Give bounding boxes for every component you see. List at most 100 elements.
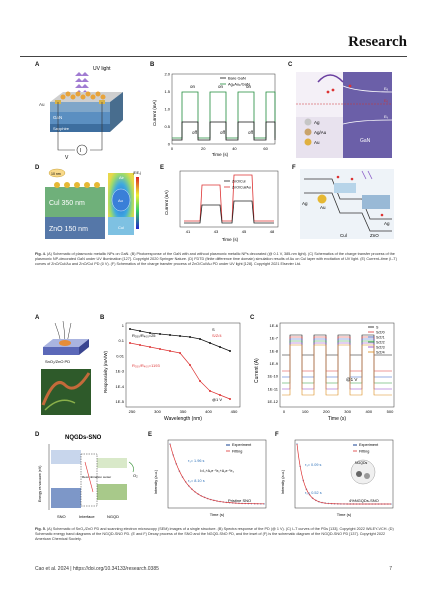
y-tick: 1E-11 (268, 386, 279, 391)
point-s (219, 346, 221, 348)
fig5a-device: SnO₂/ZnO PD (45, 359, 70, 364)
point-s (199, 338, 201, 340)
y-tick: 0.01 (116, 353, 125, 358)
panel-label: B (150, 62, 155, 68)
fig5d-o2: O₂ (133, 473, 138, 478)
y-tick: 1E-5 (116, 399, 125, 404)
point-s-z-4 (149, 346, 151, 348)
c-au: Au (314, 140, 320, 145)
panel-label: A (35, 315, 40, 321)
x-tick: 60 (263, 146, 268, 151)
c-ev: Eᵥ (384, 114, 389, 119)
x-tick: 41 (186, 229, 191, 234)
series-s-z-4 (129, 342, 231, 400)
fig4-panel-a: A UV light Au GaN Sapphire I V (35, 62, 143, 162)
bias-label: @1 V (346, 377, 357, 382)
fig5d-ylabel: Energy vs vacuum (eV) (38, 466, 42, 502)
sample-label: Pristine SNO (228, 498, 251, 503)
fig5-panel-d: D NQGDs-SNO Energy vs vacuum (eV) Recomb… (35, 432, 145, 524)
y-axis-label: Intensity (a.u.) (154, 469, 158, 494)
legend-fitting: Fitting (359, 450, 369, 454)
series-bare-gan (172, 121, 276, 141)
point-s-z-4 (219, 394, 221, 396)
point-s-z-4 (199, 380, 201, 382)
f-zno: ZnO (370, 233, 379, 238)
y-tick: 1E-9 (270, 361, 279, 366)
fig4-panel-c: C Ag Ag/Au Au GaN Eₑ Eᵥ Eₒ (288, 62, 396, 162)
x-axis-label: Time (s) (222, 237, 239, 242)
d-cbtitle: |E/E₀| (133, 171, 141, 175)
x-tick: 450 (231, 409, 238, 414)
tau2-label: τ₂= 8.10 s (188, 479, 205, 483)
x-axis-label: Time (s) (210, 512, 225, 517)
d-au: Au (118, 198, 123, 203)
fig5-panel-b: B 1 0.1 0.01 1E-3 1E-4 1E-5 250 300 350 400 450 Res… (100, 315, 245, 425)
fig4-caption-text: (A) Schematic of plasmonic metallic NPs … (35, 252, 397, 266)
x-tick: 45 (242, 229, 247, 234)
c-agau: Ag/Au (314, 130, 327, 135)
x-tick: 40 (232, 146, 237, 151)
f-ag-left: Ag (302, 201, 308, 206)
meter-i: I (80, 148, 81, 154)
point-s (129, 328, 131, 330)
legend-entry: S/Z/0 (376, 331, 385, 335)
panel-label: E (148, 432, 153, 438)
fig5-panel-e: E Intensity (a.u.) Time (s) Experiment Fitt… (148, 432, 272, 524)
y-tick: 1.0 (164, 107, 170, 112)
fig5-caption: Fig. 5. (A) Schematic of SnO₂/ZnO PD and… (35, 527, 397, 542)
legend-experiment: Experiment (232, 443, 252, 447)
legend-s-z-4: S/Z/4 (212, 333, 222, 338)
y-axis-label: Responsivity (mA/W) (103, 350, 108, 393)
c-ef: Eₒ (384, 98, 389, 103)
fig4-caption: Fig. 4. (A) Schematic of plasmonic metal… (35, 252, 397, 267)
legend-entry: S (376, 326, 379, 330)
off-label: off (192, 130, 198, 135)
x-tick: 0 (283, 409, 286, 414)
point-s (189, 336, 191, 338)
fig5d-ngqd: NGQD (107, 514, 119, 519)
x-tick: 20 (201, 146, 206, 151)
point-s-z-4 (179, 352, 181, 354)
x-axis-label: Time (s) (337, 512, 352, 517)
panel-label: A (35, 62, 40, 68)
y-tick: 0.1 (118, 338, 124, 343)
fig4-panel-b: B 0 0.5 1.0 1.5 2.0 0 20 40 60 Current (mA) Time (… (150, 62, 280, 162)
off-label: off (220, 130, 226, 135)
c-ec: Eₑ (384, 86, 389, 91)
fig5-panel-a: A SnO₂/ZnO PD (35, 315, 95, 425)
annotation-ratio-sz4: R₃₅₀/R₄₀₀=1193 (132, 363, 160, 368)
c-ag: Ag (314, 120, 320, 125)
y-tick: 1E-8 (270, 348, 279, 353)
x-tick: 300 (154, 409, 161, 414)
legend-experiment: Experiment (359, 443, 379, 447)
on-label: on (246, 84, 252, 89)
series-zno-cul-au (184, 174, 274, 222)
point-s-z-4 (169, 350, 171, 352)
page-number: 7 (389, 566, 392, 572)
tau2-label: τ₂= 0.52 s (305, 491, 322, 495)
point-s (139, 330, 141, 332)
x-axis-label: Time (s) (328, 416, 346, 422)
header-rule (20, 56, 407, 57)
legend-entry: S/Z/4 (376, 351, 385, 355)
plot-frame (125, 322, 241, 408)
series-s-z-1 (282, 338, 392, 378)
inset-particle (364, 473, 370, 479)
panel-label: D (35, 432, 40, 438)
d-air: Air (119, 175, 125, 180)
d-zno: ZnO 150 nm (49, 226, 88, 233)
point-s-z-4 (209, 390, 211, 392)
point-s-z-4 (139, 344, 141, 346)
series-s (282, 334, 392, 356)
point-s (149, 332, 151, 334)
fig4-panel-e: E Current (nA) Time (s) 41 43 45 48 ZnO/Cul ZnO… (160, 165, 285, 243)
inset-particle (356, 471, 362, 477)
y-tick: 0 (168, 142, 171, 147)
fig5-panel-c: C 1E-6 1E-7 1E-8 1E-9 1E-10 1E-11 1E-12 0 100 200… (250, 315, 397, 425)
uv-beam-icon (75, 72, 89, 94)
legend-entry: S/Z/1 (376, 336, 385, 340)
uv-light-label: UV light (93, 66, 111, 72)
f-ag-right: Ag (384, 221, 390, 226)
series-fitting (296, 443, 392, 505)
legend-entry: S/Z/2 (376, 341, 385, 345)
